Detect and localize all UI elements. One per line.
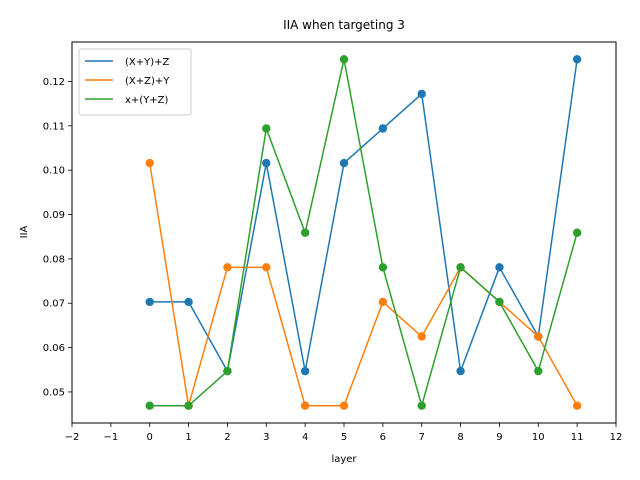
x-tick-label: 1 <box>185 432 191 443</box>
series-line <box>148 162 578 407</box>
data-point <box>495 263 504 272</box>
data-point <box>417 332 426 341</box>
data-point <box>145 297 154 307</box>
data-point <box>300 401 310 410</box>
y-tick-label: 0.12 <box>43 77 65 88</box>
data-point <box>300 366 310 376</box>
data-point <box>378 263 388 272</box>
x-tick-label: 8 <box>457 432 463 443</box>
y-tick-label: 0.11 <box>43 121 65 132</box>
legend-label: (X+Y)+Z <box>125 57 170 68</box>
plot-area <box>145 55 582 410</box>
data-point <box>145 158 154 168</box>
data-point <box>184 401 193 410</box>
data-point <box>262 263 271 272</box>
data-point <box>417 89 426 99</box>
y-axis-label: IIA <box>19 225 30 238</box>
series-3 <box>145 55 582 410</box>
data-point <box>339 401 349 410</box>
data-point <box>456 366 465 376</box>
data-point <box>262 158 271 168</box>
x-tick-label: 11 <box>571 432 584 443</box>
data-point <box>417 401 426 410</box>
data-point <box>339 55 349 64</box>
series-1 <box>145 55 582 376</box>
x-tick-label: 5 <box>341 432 347 443</box>
data-point <box>572 55 582 64</box>
data-point <box>572 228 582 237</box>
data-point <box>184 297 193 307</box>
data-point <box>534 332 543 341</box>
data-point <box>339 158 349 168</box>
data-point <box>223 366 232 376</box>
y-tick-label: 0.05 <box>43 387 65 398</box>
chart-title: IIA when targeting 3 <box>283 18 405 32</box>
legend: (X+Y)+Z (X+Z)+Y x+(Y+Z) <box>78 48 192 116</box>
x-axis: −2 −1 0 1 2 3 4 5 6 7 8 9 10 11 12 <box>65 423 623 443</box>
y-tick-label: 0.09 <box>43 210 65 221</box>
x-tick-label: 2 <box>224 432 230 443</box>
y-tick-label: 0.10 <box>43 166 65 177</box>
legend-label: (X+Z)+Y <box>125 76 170 87</box>
x-tick-label: −2 <box>65 432 80 443</box>
series-line <box>149 58 578 407</box>
x-tick-label: 4 <box>302 432 308 443</box>
data-point <box>378 124 388 133</box>
y-tick-label: 0.06 <box>43 343 65 354</box>
x-tick-label: 0 <box>147 432 153 443</box>
x-tick-label: 7 <box>419 432 425 443</box>
x-tick-label: 12 <box>610 432 623 443</box>
x-tick-label: 10 <box>532 432 545 443</box>
y-axis: 0.05 0.06 0.07 0.08 0.09 0.10 0.11 0.12 <box>43 77 72 398</box>
x-tick-label: 9 <box>496 432 502 443</box>
data-point <box>223 263 232 272</box>
data-point <box>300 228 310 237</box>
data-point <box>572 401 582 410</box>
x-axis-label: layer <box>331 454 357 465</box>
legend-label: x+(Y+Z) <box>125 95 169 106</box>
y-tick-label: 0.07 <box>43 299 65 310</box>
data-point <box>456 263 465 272</box>
data-point <box>534 366 543 376</box>
data-point <box>495 297 504 307</box>
y-tick-label: 0.08 <box>43 254 65 265</box>
data-point <box>262 124 271 133</box>
data-point <box>145 401 154 410</box>
x-tick-label: −1 <box>103 432 118 443</box>
data-point <box>378 297 388 307</box>
x-tick-label: 6 <box>380 432 386 443</box>
series-line <box>149 59 578 372</box>
x-tick-label: 3 <box>263 432 269 443</box>
